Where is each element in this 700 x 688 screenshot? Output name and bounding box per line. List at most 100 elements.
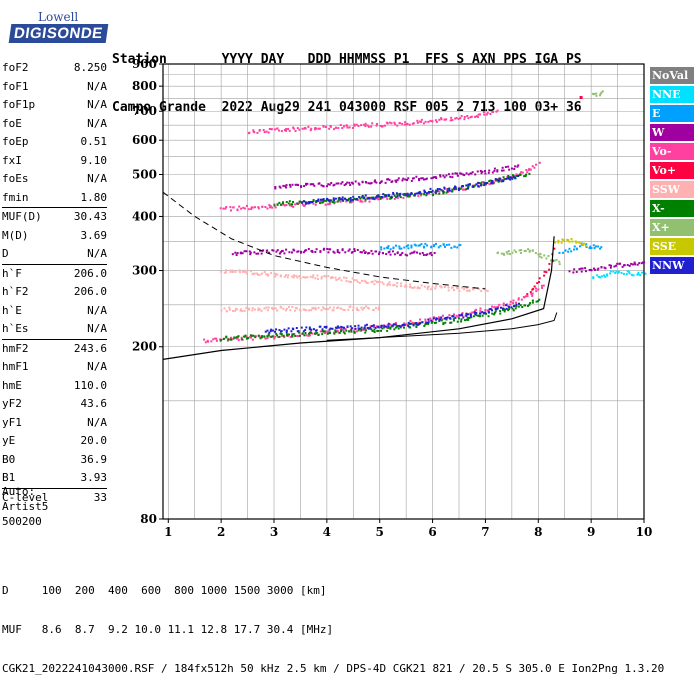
echo-point	[270, 128, 273, 131]
echo-point	[332, 184, 335, 187]
echo-point	[423, 192, 426, 195]
echo-point	[365, 305, 368, 308]
echo-point	[480, 289, 483, 292]
echo-point	[235, 253, 238, 256]
echo-point	[505, 251, 508, 254]
echo-point	[562, 251, 565, 254]
echo-point	[628, 272, 631, 275]
echo-point	[493, 169, 496, 172]
echo-point	[420, 284, 423, 287]
echo-point	[361, 200, 364, 203]
echo-point	[474, 313, 477, 316]
echo-point	[389, 248, 392, 251]
echo-point	[228, 308, 231, 311]
echo-point	[465, 188, 468, 191]
param-name: h`Es	[2, 322, 29, 335]
echo-point	[538, 281, 541, 284]
echo-point	[353, 331, 356, 334]
param-name: hmF2	[2, 341, 29, 355]
echo-point	[353, 250, 356, 253]
echo-point	[381, 197, 384, 200]
echo-point	[371, 329, 374, 332]
echo-point	[409, 319, 412, 322]
param-name: foF1p	[2, 98, 36, 111]
echo-point	[340, 325, 343, 328]
echo-point	[424, 242, 427, 245]
echo-point	[270, 328, 273, 331]
echo-point	[310, 309, 313, 312]
echo-point	[548, 268, 551, 271]
echo-point	[289, 185, 292, 188]
echo-point	[491, 110, 494, 113]
echo-point	[494, 178, 497, 181]
echo-point	[274, 275, 277, 278]
echo-point	[310, 328, 313, 331]
echo-point	[371, 197, 374, 200]
echo-point	[215, 339, 218, 342]
echo-point	[308, 328, 311, 331]
echo-point	[434, 242, 437, 245]
echo-point	[312, 183, 315, 186]
echo-point	[285, 129, 288, 132]
y-tick-label: 700	[132, 104, 157, 118]
echo-point	[371, 252, 374, 255]
echo-point	[335, 278, 338, 281]
echo-point	[408, 123, 411, 126]
echo-point	[426, 253, 429, 256]
echo-point	[304, 202, 307, 205]
echo-point	[333, 251, 336, 254]
echo-point	[339, 330, 342, 333]
echo-point	[410, 286, 413, 289]
echo-point	[486, 111, 489, 114]
echo-point	[375, 124, 378, 127]
echo-point	[457, 317, 460, 320]
echo-point	[572, 271, 575, 274]
echo-point	[430, 245, 433, 248]
echo-point	[479, 307, 482, 310]
echo-point	[285, 329, 288, 332]
echo-point	[585, 243, 588, 246]
echo-point	[524, 295, 527, 298]
echo-point	[523, 175, 526, 178]
echo-point	[419, 318, 422, 321]
echo-point	[337, 331, 340, 334]
echo-point	[409, 193, 412, 196]
legend-item-nnw: NNW	[650, 257, 694, 274]
x-tick-label: 4	[323, 525, 331, 539]
echo-point	[340, 279, 343, 282]
echo-point	[444, 317, 447, 320]
echo-point	[471, 171, 474, 174]
echo-point	[307, 125, 310, 128]
echo-point	[338, 196, 341, 199]
echo-point	[488, 180, 491, 183]
echo-point	[292, 205, 295, 208]
echo-point	[398, 245, 401, 248]
echo-point	[434, 190, 437, 193]
echo-point	[265, 130, 268, 133]
echo-point	[359, 200, 362, 203]
echo-point	[304, 331, 307, 334]
echo-point	[491, 181, 494, 184]
echo-point	[336, 249, 339, 252]
echo-point	[212, 338, 215, 341]
echo-point	[380, 246, 383, 249]
echo-point	[363, 327, 366, 330]
echo-point	[290, 330, 293, 333]
echo-point	[418, 191, 421, 194]
echo-point	[361, 308, 364, 311]
echo-point	[461, 314, 464, 317]
echo-point	[575, 241, 578, 244]
echo-point	[340, 307, 343, 310]
echo-point	[465, 172, 468, 175]
echo-point	[500, 252, 503, 255]
echo-point	[420, 243, 423, 246]
echo-point	[260, 272, 263, 275]
echo-point	[356, 280, 359, 283]
echo-point	[278, 185, 281, 188]
echo-point	[245, 204, 248, 207]
echo-point	[518, 249, 521, 252]
echo-point	[274, 307, 277, 310]
echo-point	[425, 192, 428, 195]
echo-point	[436, 188, 439, 191]
echo-point	[526, 295, 529, 298]
